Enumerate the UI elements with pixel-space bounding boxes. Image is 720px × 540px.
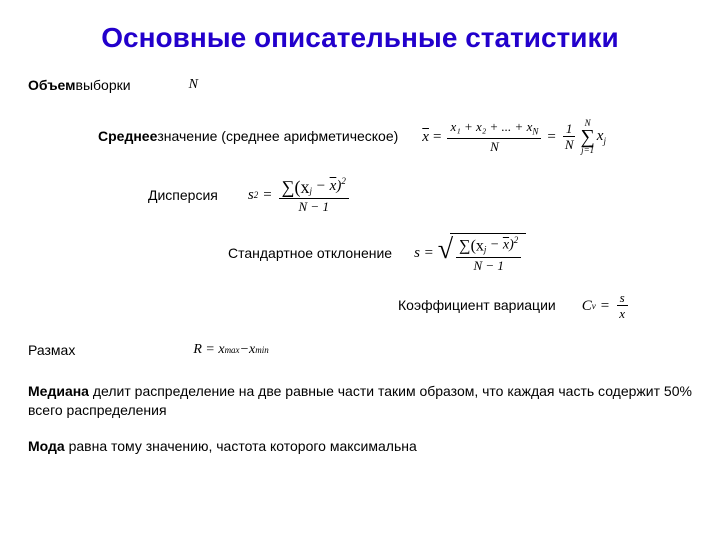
mode-rest: равна тому значению, частота которого ма…	[65, 438, 417, 454]
variance-num: ∑(xj − x)2	[279, 177, 349, 199]
row-mean: Среднее значение (среднее арифметическое…	[98, 119, 692, 155]
cv-num: s	[617, 291, 628, 307]
mean-frac1: x₁ + x₂ + ... + xN N	[447, 120, 541, 154]
stddev-label: Стандартное отклонение	[228, 244, 392, 263]
variance-formula: s2 = ∑(xj − x)2 N − 1	[248, 177, 351, 214]
median-bold: Медиана	[28, 383, 89, 399]
mean-frac1-num: x₁ + x₂ + ... + xN	[447, 120, 541, 139]
cv-lhs: C	[582, 296, 592, 316]
cv-label: Коэффициент вариации	[398, 296, 556, 315]
para-mode: Мода равна тому значению, частота которо…	[28, 437, 692, 456]
cv-formula: Cv = s x	[582, 291, 630, 321]
mean-xj: xj	[597, 126, 606, 147]
stddev-formula: s = √ ∑(xj − x)2 N − 1	[414, 233, 526, 272]
equals-icon: =	[601, 296, 609, 316]
mean-frac2-num: 1	[563, 122, 576, 138]
sd-frac: ∑(xj − x)2 N − 1	[456, 236, 521, 272]
row-range: Размах R = xmax−xmin	[28, 341, 692, 360]
variance-den: N − 1	[296, 199, 332, 214]
slide-title: Основные описательные статистики	[28, 22, 692, 54]
row-stddev: Стандартное отклонение s = √ ∑(xj − x)2 …	[228, 233, 692, 272]
sqrt-icon: √ ∑(xj − x)2 N − 1	[438, 233, 526, 272]
mode-bold: Мода	[28, 438, 65, 454]
row-variance: Дисперсия s2 = ∑(xj − x)2 N − 1	[148, 177, 692, 214]
sd-lhs: s =	[414, 243, 434, 263]
volume-symbol: N	[189, 76, 198, 95]
equals-icon: =	[547, 127, 555, 147]
cv-den: x	[616, 306, 628, 321]
mean-frac1-den: N	[487, 139, 502, 154]
volume-label-bold: Объем	[28, 76, 76, 95]
sd-den: N − 1	[470, 258, 506, 273]
cv-frac: s x	[616, 291, 628, 321]
sd-num: ∑(xj − x)2	[456, 236, 521, 257]
mean-formula: x = x₁ + x₂ + ... + xN N = 1 N N ∑ j=1 x…	[422, 119, 606, 155]
mean-label-bold: Среднее	[98, 127, 157, 146]
median-rest: делит распределение на две равные части …	[28, 383, 692, 418]
range-formula: R = xmax−xmin	[193, 341, 268, 360]
equals-icon: =	[263, 185, 271, 205]
mean-label-rest: значение (среднее арифметическое)	[157, 127, 398, 146]
mean-frac2-den: N	[562, 137, 577, 152]
mean-lhs: x	[422, 127, 429, 147]
row-cv: Коэффициент вариации Cv = s x	[398, 291, 692, 321]
row-volume: Объем выборки N	[28, 76, 692, 95]
equals-icon: =	[433, 127, 441, 147]
variance-label: Дисперсия	[148, 186, 218, 205]
slide: Основные описательные статистики Объем в…	[0, 0, 720, 540]
variance-frac: ∑(xj − x)2 N − 1	[279, 177, 349, 214]
volume-label-rest: выборки	[76, 76, 131, 95]
range-label: Размах	[28, 341, 75, 360]
para-median: Медиана делит распределение на две равны…	[28, 382, 692, 420]
mean-frac2: 1 N	[562, 122, 577, 152]
sum-icon: N ∑ j=1	[581, 119, 595, 155]
